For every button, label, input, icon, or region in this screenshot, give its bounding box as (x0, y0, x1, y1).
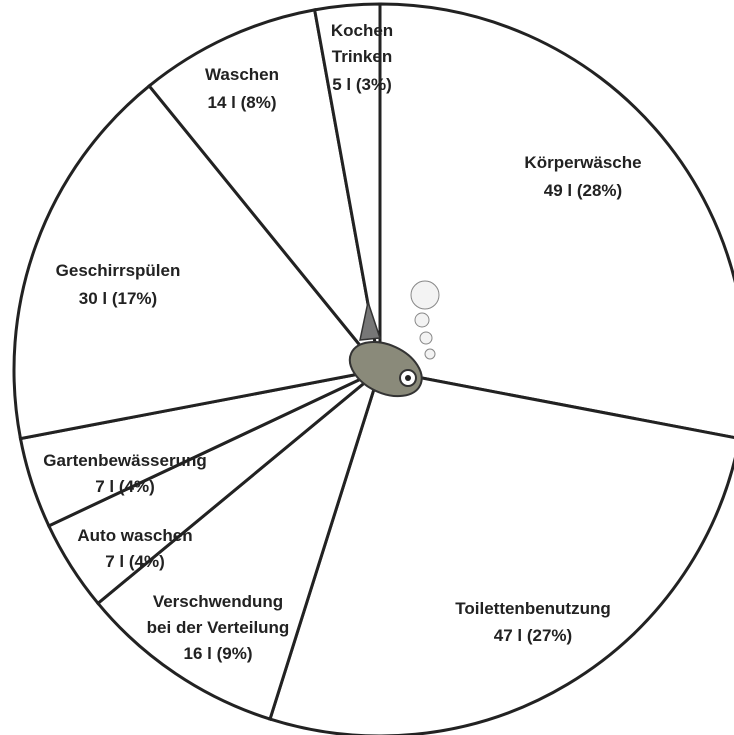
value-label: 49 l (28%) (544, 178, 622, 204)
value-label: 7 l (4%) (95, 474, 155, 500)
pie-slice (380, 4, 734, 439)
value-label: 47 l (27%) (494, 623, 572, 649)
slice-label: Toilettenbenutzung (455, 596, 611, 622)
slice-label: Waschen (205, 62, 279, 88)
chart: Körperwäsche49 l (28%) Toilettenbenutzung… (0, 0, 734, 735)
value-label: 30 l (17%) (79, 286, 157, 312)
slice-label: Auto waschen (77, 523, 192, 549)
slice-label: Körperwäsche (524, 150, 641, 176)
slice-label: Verschwendung bei der Verteilung (147, 589, 290, 641)
value-label: 7 l (4%) (105, 549, 165, 575)
slice-label: Geschirrspülen (56, 258, 181, 284)
value-label: 14 l (8%) (208, 90, 277, 116)
value-label: 5 l (3%) (332, 72, 392, 98)
slice-label: Gartenbewässerung (43, 448, 206, 474)
value-label: 16 l (9%) (184, 641, 253, 667)
pie-canvas (0, 0, 734, 735)
slice-label: Kochen Trinken (331, 18, 393, 70)
